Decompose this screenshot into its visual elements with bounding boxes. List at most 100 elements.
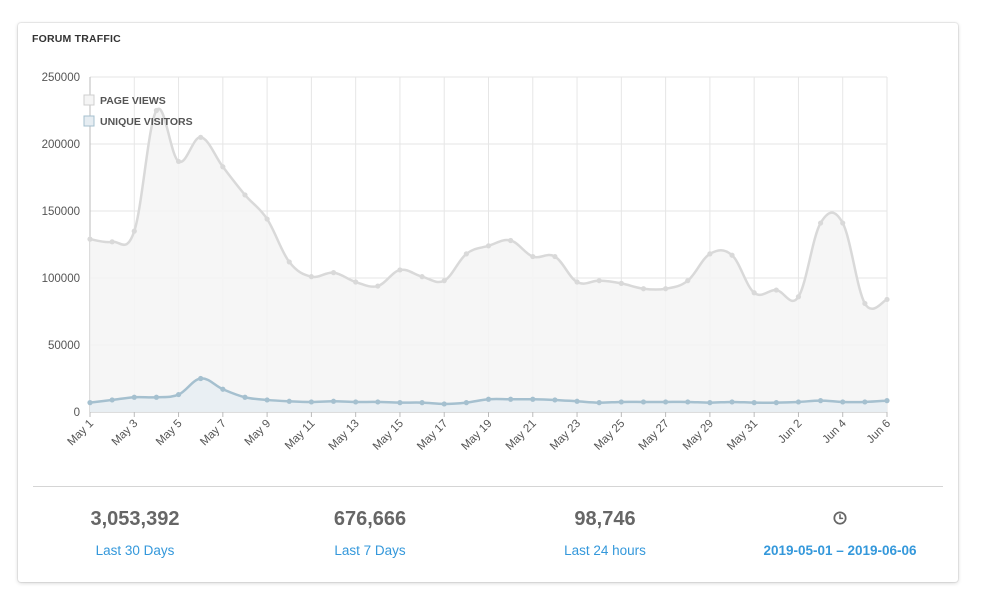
stat-value: 98,746: [574, 508, 636, 530]
unique-visitors-point: [175, 391, 182, 398]
legend-label: PAGE VIEWS: [100, 95, 166, 107]
page-views-point: [87, 236, 93, 242]
page-views-point: [463, 251, 469, 257]
page-views-point: [242, 192, 248, 198]
unique-visitors-point: [840, 399, 846, 405]
x-tick-label: May 31: [725, 418, 760, 453]
x-tick-label: May 29: [681, 418, 716, 453]
stat-date-range: 2019-05-01 – 2019-06-06: [740, 505, 940, 558]
unique-visitors-point: [463, 400, 469, 406]
legend-label: UNIQUE VISITORS: [100, 116, 193, 128]
page-views-point: [530, 253, 536, 260]
unique-visitors-point: [884, 398, 890, 404]
page-views-point: [707, 251, 713, 257]
date-range-link[interactable]: 2019-05-01 – 2019-06-06: [763, 543, 917, 558]
page-views-point: [286, 259, 292, 265]
page-views-point: [751, 290, 757, 296]
unique-visitors-point: [264, 397, 270, 403]
y-tick-label: 250000: [42, 72, 80, 84]
divider: [33, 486, 943, 487]
clock-icon: [833, 511, 847, 525]
x-tick-label: May 27: [637, 418, 672, 453]
page-views-point: [508, 237, 514, 244]
unique-visitors-point: [618, 399, 624, 405]
x-tick-label: May 3: [110, 418, 141, 449]
x-tick-label: May 5: [154, 418, 185, 449]
page-views-point: [308, 274, 314, 280]
page-views-point: [596, 278, 602, 284]
unique-visitors-point: [530, 396, 536, 402]
stat-value: 676,666: [333, 508, 407, 530]
unique-visitors-point: [552, 397, 558, 403]
page-views-point: [817, 220, 824, 226]
page-views-point: [884, 296, 890, 303]
unique-visitors-point: [308, 399, 314, 405]
unique-visitors-point: [87, 400, 93, 406]
unique-visitors-point: [751, 400, 757, 406]
unique-visitors-point: [729, 399, 735, 405]
stat-last-24-hours: 98,746 Last 24 hours: [505, 505, 705, 558]
page-views-point: [862, 300, 868, 307]
unique-visitors-point: [109, 397, 115, 403]
unique-visitors-point: [131, 394, 137, 400]
stat-last-30-days: 3,053,392 Last 30 Days: [35, 505, 235, 558]
last-24-hours-link[interactable]: Last 24 hours: [564, 543, 646, 558]
unique-visitors-point: [773, 400, 779, 406]
page-views-point: [795, 294, 802, 300]
unique-visitors-point: [397, 400, 403, 406]
page-views-point: [618, 280, 624, 286]
unique-visitors-point: [330, 398, 337, 404]
unique-visitors-point: [862, 399, 868, 405]
page-views-point: [175, 158, 182, 165]
x-tick-label: May 13: [327, 418, 362, 453]
unique-visitors-point: [508, 396, 514, 402]
x-tick-label: May 19: [459, 418, 494, 453]
x-tick-label: May 7: [198, 418, 229, 449]
last-7-days-link[interactable]: Last 7 Days: [334, 543, 406, 558]
unique-visitors-point: [375, 399, 381, 405]
y-tick-label: 50000: [48, 340, 80, 352]
page-views-point: [574, 279, 580, 285]
page-views-point: [840, 220, 846, 226]
unique-visitors-point: [485, 396, 492, 402]
unique-visitors-point: [353, 399, 359, 405]
y-tick-label: 200000: [42, 139, 80, 151]
x-tick-label: May 11: [283, 418, 318, 453]
traffic-chart: 0 50000 100000 150000 200000 250000 May 1 May 3…: [42, 72, 893, 453]
page-views-point: [375, 283, 381, 289]
x-tick-label: Jun 2: [776, 418, 804, 446]
unique-visitors-point: [441, 401, 447, 407]
page-views-point: [441, 278, 447, 284]
x-tick-label: May 23: [548, 418, 583, 453]
page-views-point: [419, 274, 425, 280]
stat-last-7-days: 676,666 Last 7 Days: [270, 505, 470, 558]
page-views-point: [330, 270, 337, 276]
page-views-point: [131, 228, 137, 234]
page-views-point: [264, 216, 270, 222]
unique-visitors-point: [574, 398, 580, 404]
y-tick-label: 100000: [42, 273, 80, 285]
last-30-days-link[interactable]: Last 30 Days: [95, 543, 175, 558]
unique-visitors-point: [795, 399, 802, 405]
unique-visitors-point: [596, 400, 602, 406]
unique-visitors-point: [663, 399, 669, 405]
unique-visitors-point: [286, 398, 292, 404]
unique-visitors-point: [153, 394, 160, 400]
page-views-point: [153, 107, 160, 114]
x-tick-label: May 15: [371, 418, 406, 453]
legend-swatch: [83, 94, 95, 106]
page-views-point: [353, 279, 359, 285]
page-views-area: [90, 108, 887, 412]
page-views-point: [640, 286, 647, 292]
forum-traffic-widget: FORUM TRAFFIC 0 50000 100000 150000 200000 25…: [18, 23, 958, 582]
page-views-point: [220, 164, 226, 170]
legend-swatch: [83, 115, 95, 127]
unique-visitors-point: [707, 400, 713, 406]
page-views-point: [729, 252, 735, 258]
x-tick-label: May 17: [415, 418, 450, 453]
page-views-point: [485, 243, 492, 249]
x-tick-label: Jun 4: [820, 417, 849, 446]
x-tick-label: May 25: [592, 418, 627, 453]
stat-value: 3,053,392: [90, 508, 180, 530]
unique-visitors-point: [817, 398, 824, 404]
